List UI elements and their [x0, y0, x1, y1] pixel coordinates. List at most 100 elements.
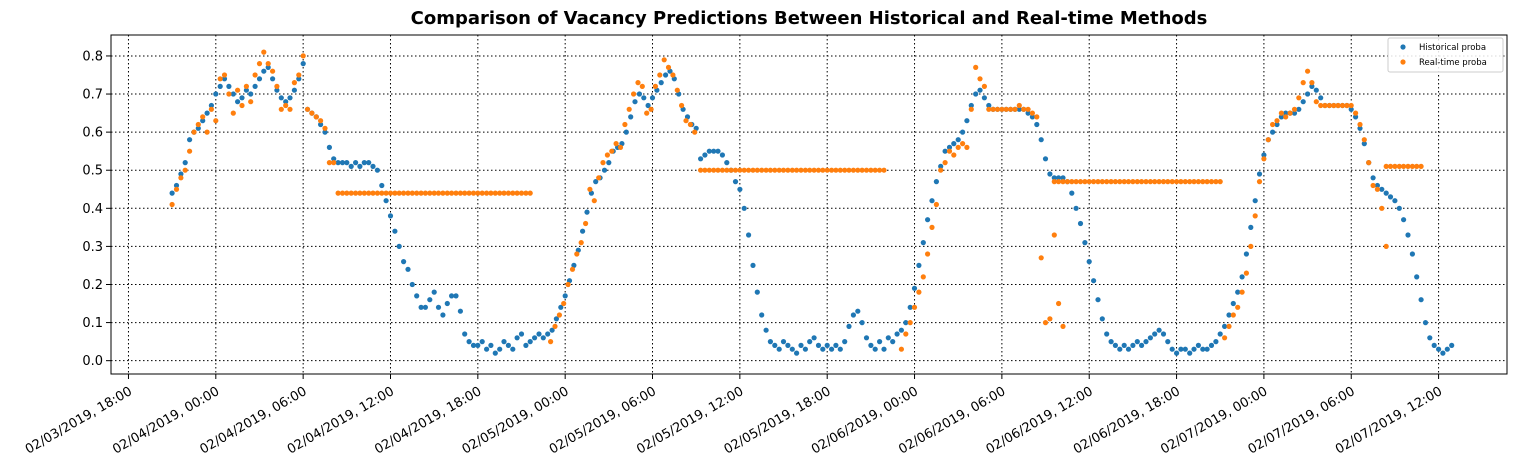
data-point [1383, 243, 1389, 249]
data-point [907, 304, 913, 310]
data-point [1392, 198, 1398, 204]
data-point [754, 289, 760, 295]
data-point [670, 72, 676, 78]
data-point [1143, 339, 1149, 345]
data-point [911, 304, 918, 310]
data-point [807, 339, 813, 345]
data-point [946, 148, 953, 154]
data-point [711, 148, 717, 154]
data-point [1152, 179, 1158, 185]
data-point [1130, 179, 1136, 185]
data-point [1392, 163, 1398, 169]
data-point [1047, 171, 1053, 177]
y-tick-label: 0.2 [82, 278, 103, 293]
data-point [270, 68, 276, 74]
data-point [820, 346, 826, 352]
data-point [221, 72, 228, 78]
data-point [574, 251, 580, 257]
data-point [1187, 179, 1193, 185]
data-point [628, 114, 634, 120]
data-point [1091, 179, 1097, 185]
data-point [217, 83, 223, 89]
data-point [746, 167, 752, 173]
data-point [920, 274, 926, 280]
data-point [737, 167, 743, 173]
data-point [687, 121, 694, 128]
data-point [353, 190, 359, 196]
data-point [663, 72, 669, 78]
data-point [357, 190, 363, 196]
data-point [1195, 342, 1201, 348]
data-point [387, 190, 394, 196]
data-point [488, 342, 494, 348]
data-point [606, 160, 612, 166]
data-point [1370, 182, 1376, 189]
data-point [789, 346, 795, 352]
data-point [846, 167, 852, 173]
data-point [318, 118, 324, 124]
data-point [357, 163, 363, 169]
data-point [221, 76, 228, 82]
data-point [1029, 110, 1035, 116]
data-point [868, 342, 874, 348]
data-point [911, 285, 918, 291]
data-point [435, 190, 442, 196]
data-point [1152, 331, 1158, 337]
data-point [453, 190, 459, 196]
data-point [1449, 342, 1455, 348]
data-point [772, 167, 778, 173]
data-point [492, 350, 498, 356]
data-point [296, 72, 302, 78]
data-point [1051, 175, 1057, 181]
data-point [1082, 179, 1088, 185]
data-point [885, 335, 891, 341]
data-point [1287, 110, 1293, 116]
data-point [741, 167, 747, 173]
data-point [920, 240, 926, 246]
data-point [1073, 179, 1079, 185]
data-point [683, 118, 689, 124]
data-point [1239, 274, 1245, 280]
data-point [562, 293, 568, 299]
data-point [1353, 110, 1359, 116]
data-point [561, 300, 567, 307]
data-point [213, 91, 219, 97]
y-tick-label: 0.5 [82, 164, 103, 179]
data-point [435, 304, 442, 310]
data-point [361, 190, 367, 196]
data-point [661, 57, 667, 63]
data-point [942, 160, 948, 166]
data-point [715, 167, 721, 173]
data-point [759, 167, 765, 173]
data-point [339, 160, 346, 166]
data-point [1060, 323, 1066, 329]
data-point [1034, 121, 1040, 128]
data-point [1178, 346, 1184, 352]
data-point [964, 144, 970, 150]
data-point [1051, 179, 1057, 185]
data-point [1357, 121, 1363, 128]
data-point [1165, 339, 1171, 345]
data-point [794, 350, 800, 356]
data-point [1208, 342, 1215, 348]
data-point [427, 297, 433, 303]
data-point [1160, 179, 1167, 185]
data-point [1095, 179, 1101, 185]
data-point [1318, 102, 1324, 109]
data-point [1147, 179, 1153, 185]
data-point [1270, 121, 1276, 128]
data-point [492, 190, 498, 196]
data-point [925, 217, 931, 223]
data-point [584, 209, 590, 215]
data-point [1121, 179, 1127, 185]
data-point [1174, 350, 1180, 356]
data-point [1108, 339, 1114, 345]
data-point [1248, 224, 1254, 230]
data-point [679, 102, 685, 109]
data-point [558, 304, 564, 310]
data-point [187, 137, 193, 143]
data-point [855, 167, 861, 173]
data-point [309, 110, 315, 116]
data-point [1060, 179, 1066, 185]
data-point [780, 339, 787, 345]
